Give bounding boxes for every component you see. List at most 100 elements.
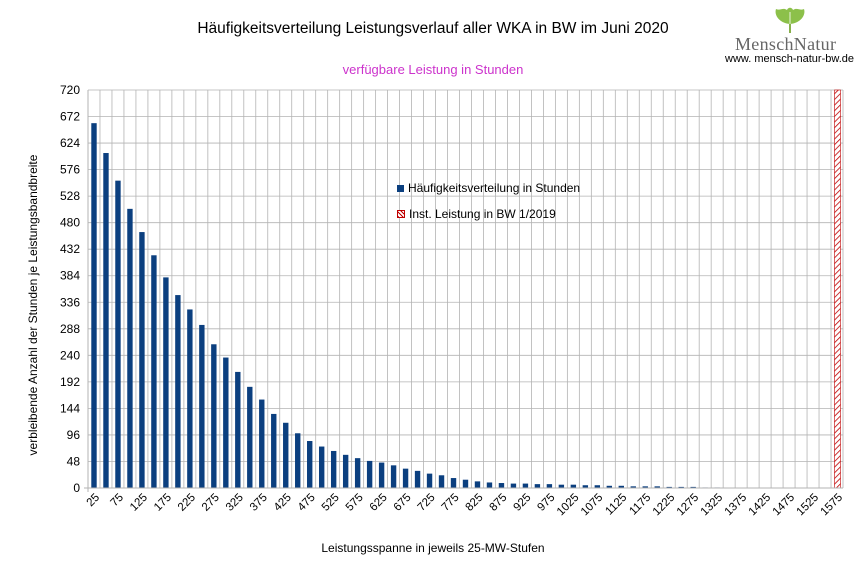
bar [510,483,517,488]
x-tick-label: 1425 [747,492,774,519]
bar [211,344,217,488]
x-tick-label: 675 [392,492,414,514]
chart-title: Häufigkeitsverteilung Leistungsverlauf a… [197,20,669,37]
bar [139,232,145,488]
brand-logo: MenschNatur www. mensch-natur-bw.de [725,5,860,67]
x-tick-label: 25 [85,492,103,510]
y-tick-label: 240 [60,348,80,362]
y-tick-label: 480 [60,216,80,230]
bar [558,484,565,488]
bar [330,450,337,488]
bar [295,433,301,488]
bar [378,462,385,488]
chart-subtitle: verfügbare Leistung in Stunden [342,62,524,77]
bar [247,386,253,488]
ginkgo-leaf-icon [775,7,805,33]
bar [426,473,433,488]
bar [223,357,229,488]
bar [450,478,457,488]
bar [438,475,445,488]
brand-url[interactable]: www. mensch-natur-bw.de [725,53,854,65]
x-tick-label: 1375 [723,492,750,519]
x-tick-label: 1175 [627,492,653,518]
bar [103,153,109,488]
bar [594,485,601,488]
x-tick-label: 1525 [795,492,822,519]
y-tick-label: 384 [60,269,80,283]
x-tick-label: 1275 [675,492,702,519]
bar [618,485,624,488]
x-tick-label: 475 [296,492,318,514]
bar [690,486,696,488]
installed-capacity-line [834,89,841,489]
bar [342,454,349,488]
bar [187,309,193,488]
x-tick-label: 775 [440,492,462,514]
x-tick-label: 325 [224,492,246,514]
installed-capacity-mark [834,89,841,489]
bar [354,458,361,488]
y-tick-label: 576 [60,163,80,177]
bar [402,468,409,488]
x-tick-label: 525 [320,492,342,514]
x-axis-label: Leistungsspanne in jeweils 25-MW-Stufen [321,541,545,555]
grid-lines [87,89,844,489]
bar [366,460,373,488]
bar [642,486,648,488]
legend-swatch-bar [397,184,404,192]
bar [546,484,553,488]
bar [606,485,613,488]
bar [151,255,157,488]
brand-name: MenschNatur [735,34,837,54]
y-tick-labels: 0 48 96 144 192 240 288 336 384 432 480 528 576 624 67… [60,83,80,495]
y-tick-label: 528 [60,189,80,203]
y-tick-label: 672 [60,110,80,124]
bar [414,470,421,488]
bar [498,483,505,488]
x-tick-label: 625 [368,492,390,514]
bar [534,484,541,488]
bar [678,486,684,488]
bar [199,324,205,488]
bar-series [91,123,720,489]
bar [283,422,289,488]
y-tick-label: 624 [60,136,80,150]
x-tick-label: 1075 [579,492,606,519]
bar [486,482,493,488]
legend-entry-installed: Inst. Leistung in BW 1/2019 [397,206,580,222]
x-tick-label: 225 [176,492,198,514]
chart-legend: Häufigkeitsverteilung in Stunden Inst. L… [397,180,580,232]
bar [462,479,469,488]
y-tick-label: 144 [60,401,80,415]
legend-entry-distribution: Häufigkeitsverteilung in Stunden [397,180,580,196]
x-tick-label: 425 [272,492,294,514]
bar [91,123,97,489]
y-axis-label: verbleibende Anzahl der Stunden je Leist… [26,154,40,456]
y-tick-label: 336 [60,295,80,309]
y-tick-label: 720 [60,83,80,97]
x-tick-label: 275 [200,492,222,514]
x-tick-label: 1475 [771,492,798,519]
x-tick-label: 175 [152,492,174,514]
bar [390,465,397,488]
x-tick-label: 1575 [819,492,846,519]
x-tick-labels: 25 75 125 175 225 275 325 375 425 475 525 575 625 675… [85,492,846,519]
x-tick-label: 1125 [603,492,629,518]
bar [175,295,181,488]
bar [654,486,660,488]
y-tick-label: 0 [73,481,80,495]
axes [84,90,843,492]
x-tick-label: 725 [416,492,438,514]
bar [318,446,325,488]
bar [115,180,121,488]
bar [582,485,589,488]
bar [630,486,636,488]
bar [271,413,277,488]
x-tick-label: 1325 [699,492,726,519]
bar [163,277,169,488]
legend-label-distribution: Häufigkeitsverteilung in Stunden [408,181,581,195]
bar [127,208,133,488]
bar [259,399,265,488]
x-tick-label: 1225 [651,492,678,519]
